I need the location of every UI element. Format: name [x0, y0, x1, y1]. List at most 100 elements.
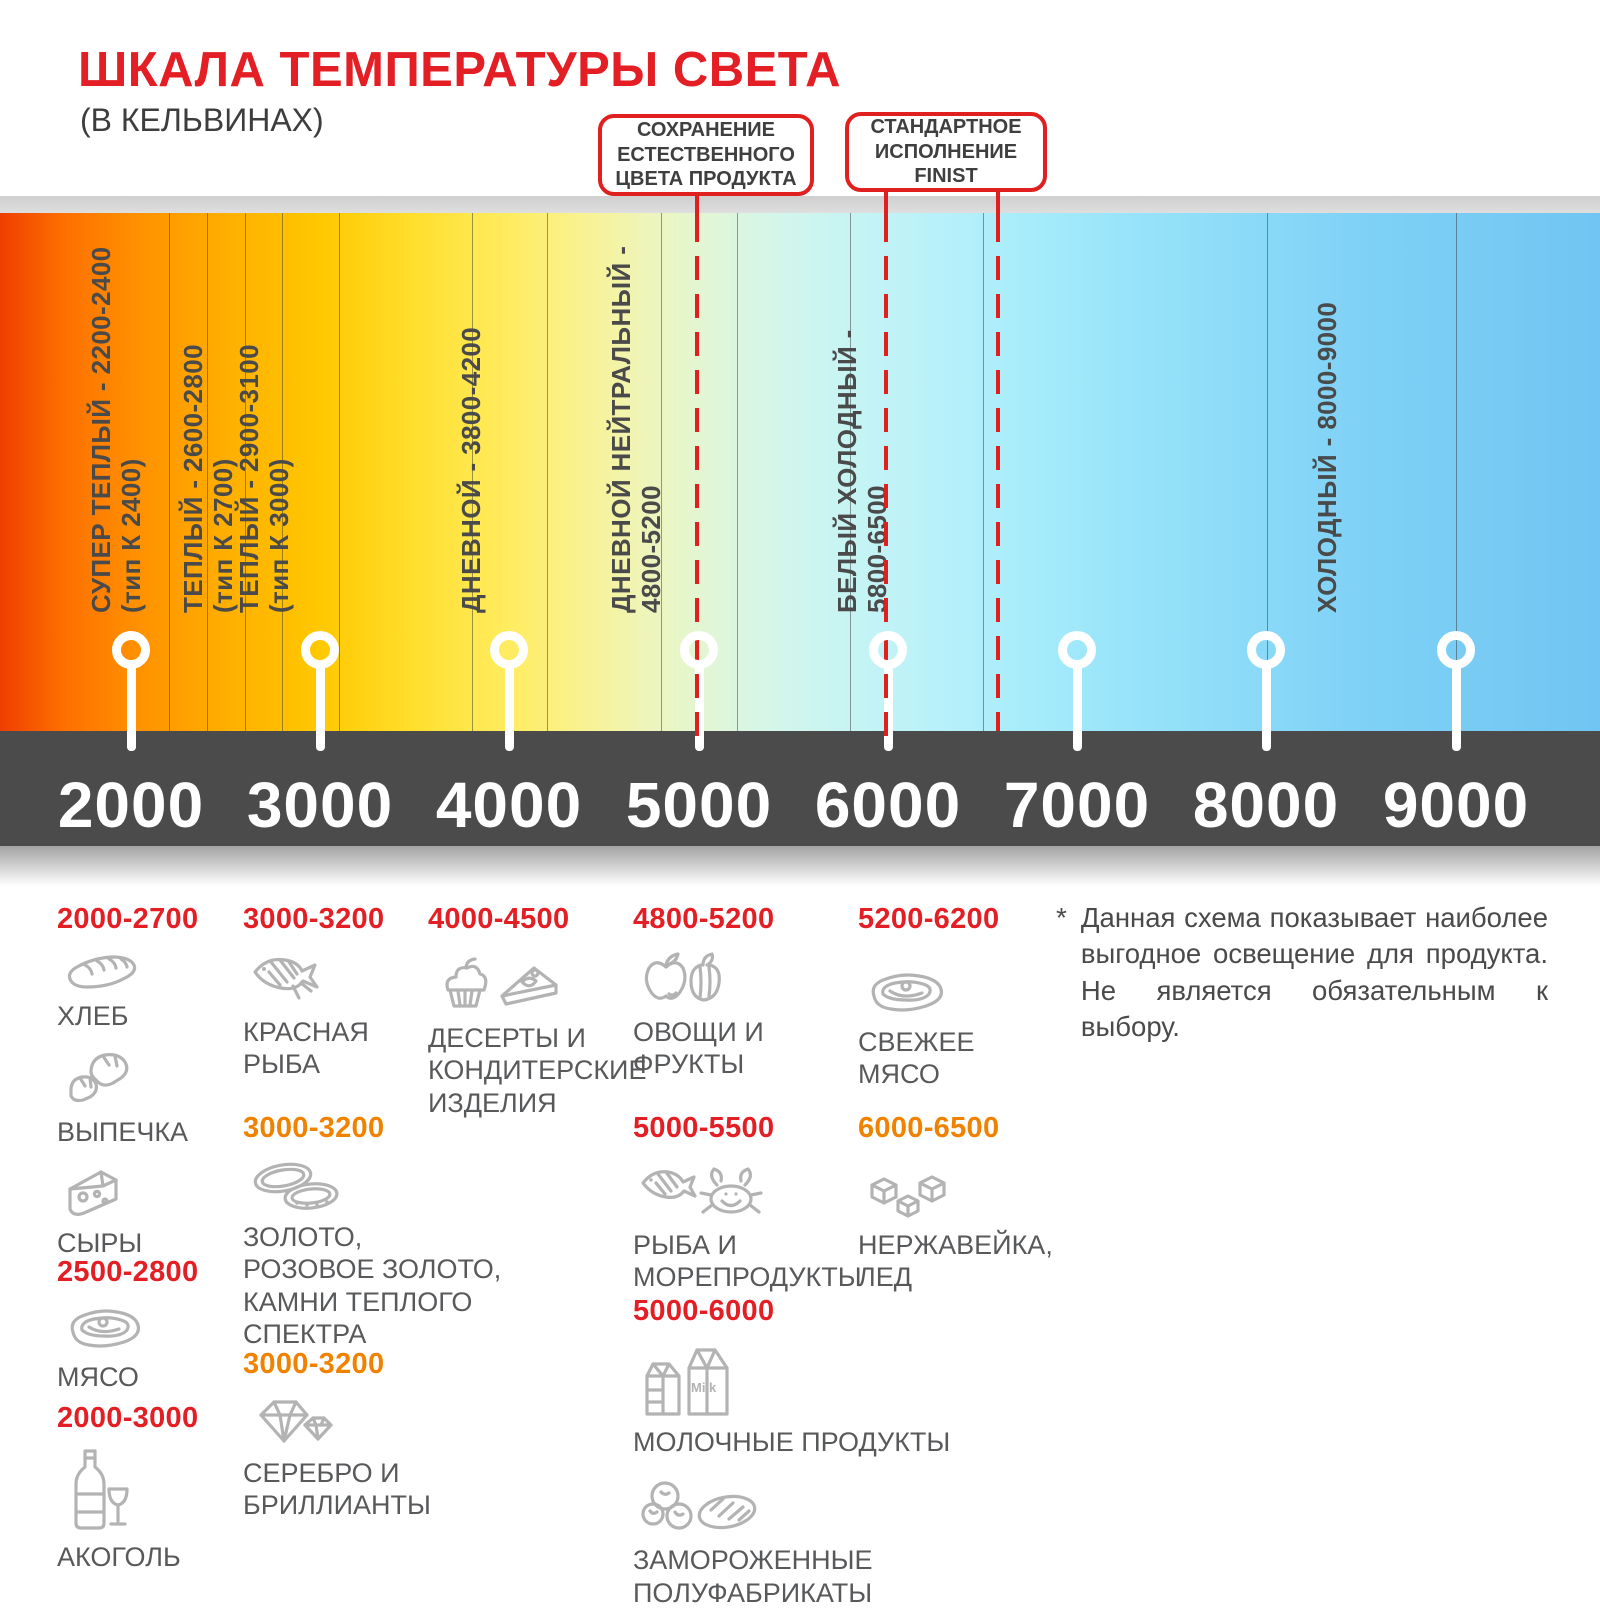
item-label: МОЛОЧНЫЕ ПРОДУКТЫ	[633, 1427, 951, 1457]
frozen-icon	[641, 1481, 757, 1530]
gridline-5200k	[737, 213, 738, 731]
footnote-text: Данная схема показывает наиболее выгодно…	[1080, 902, 1548, 1042]
item-label: СВЕЖЕЕ МЯСО	[858, 1027, 975, 1090]
group-6000-6500: 6000-6500 НЕРЖАВЕЙКА, ЛЕД	[858, 1112, 1053, 1308]
marker-stem-4000	[504, 663, 514, 751]
meat-icon	[70, 1309, 141, 1348]
kelvin-axis-bar	[0, 731, 1600, 846]
dashed-line-6500k	[996, 218, 1000, 731]
range-label: 6000-6500	[858, 1112, 1000, 1144]
gridline-9000k	[1456, 213, 1457, 731]
list-item: СЕРЕБРО И БРИЛЛИАНТЫ	[243, 1393, 431, 1522]
item-label: ОВОЩИ И ФРУКТЫ	[633, 1017, 764, 1080]
gridline-3800k	[472, 213, 473, 731]
header-divider-strip	[0, 196, 1600, 213]
marker-ring-8000	[1247, 631, 1285, 669]
marker-ring-6000	[869, 631, 907, 669]
range-label: 2000-3000	[57, 1402, 199, 1434]
group-2000-3000: 2000-3000 АКОГОЛЬ	[57, 1402, 198, 1587]
gold-rings-icon	[253, 1162, 339, 1210]
footnote-asterisk: *	[1056, 902, 1067, 933]
range-label: 4800-5200	[633, 903, 775, 935]
range-label: 3000-3200	[243, 903, 385, 935]
marker-stem-3000	[315, 663, 325, 751]
tick-8000: 8000	[1192, 769, 1340, 841]
desserts-icon	[445, 957, 558, 1008]
fresh-meat-icon	[871, 973, 944, 1012]
leader-finist-right	[996, 192, 1000, 218]
tick-9000: 9000	[1382, 769, 1530, 841]
marker-ring-9000	[1437, 631, 1475, 669]
gridline-5800k	[850, 213, 851, 731]
range-label: 5000-5500	[633, 1112, 775, 1144]
range-label: 2500-2800	[57, 1256, 199, 1288]
group-2000-2700: 2000-2700 ХЛЕБ ВЫПЕЧКА СЫРЫ	[57, 903, 198, 1273]
page-title: ШКАЛА ТЕМПЕРАТУРЫ СВЕТА	[78, 43, 842, 97]
group-4000-4500: 4000-4500 ДЕСЕРТЫ И КОНДИТЕРСКИЕ ИЗДЕЛИЯ	[428, 903, 646, 1133]
zone-label-warm-2700: ТЕПЛЫЙ - 2600-2800 (тип К 2700)	[178, 344, 238, 613]
gridline-2200k	[169, 213, 170, 731]
gridline-2800k	[282, 213, 283, 731]
tick-7000: 7000	[1003, 769, 1151, 841]
item-label: СЕРЕБРО И БРИЛЛИАНТЫ	[243, 1458, 431, 1521]
zone-label-daylight-neutral: ДНЕВНОЙ НЕЙТРАЛЬНЫЙ -4800-5200	[606, 245, 666, 613]
zone-label-cold: ХОЛОДНЫЙ - 8000-9000	[1312, 301, 1342, 613]
vegetables-icon	[644, 952, 721, 1002]
axis-bar-shadow	[0, 846, 1600, 886]
marker-stem-5000	[694, 663, 704, 751]
range-label: 2000-2700	[57, 903, 199, 935]
footnote: * Данная схема показывает наиболее выгод…	[1056, 900, 1548, 1045]
bread-icon	[67, 955, 137, 989]
range-label: 4000-4500	[428, 903, 570, 935]
list-item: СЫРЫ	[57, 1163, 198, 1259]
group-4800-5200: 4800-5200 ОВОЩИ И ФРУКТЫ	[633, 903, 774, 1095]
list-item: ДЕСЕРТЫ И КОНДИТЕРСКИЕ ИЗДЕЛИЯ	[428, 948, 646, 1119]
range-label: 3000-3200	[243, 1348, 385, 1380]
marker-ring-7000	[1058, 631, 1096, 669]
item-label: РЫБА И МОРЕПРОДУКТЫ	[633, 1230, 862, 1293]
item-label: ВЫПЕЧКА	[57, 1117, 189, 1148]
gridline-6500k	[983, 213, 984, 731]
gridline-4800k	[661, 213, 662, 731]
marker-stem-9000	[1451, 663, 1461, 751]
item-label: КРАСНАЯ РЫБА	[243, 1017, 369, 1080]
marker-stem-2000	[126, 663, 136, 751]
seafood-icon	[641, 1167, 763, 1214]
dairy-icon: Milk	[645, 1348, 729, 1416]
group-2500-2800: 2500-2800 МЯСО	[57, 1256, 198, 1407]
group-5000-5500: 5000-5500 РЫБА И МОРЕПРОДУКТЫ	[633, 1112, 862, 1308]
marker-ring-4000	[490, 631, 528, 669]
item-label: АКОГОЛЬ	[57, 1542, 181, 1572]
zone-label-warm-3000: ТЕПЛЫЙ - 2900-3100 (тип К 3000)	[234, 344, 294, 613]
zone-label-cold-white: БЕЛЫЙ ХОЛОДНЫЙ -5800-6500	[832, 329, 892, 613]
callout-finist-standard: СТАНДАРТНОЕ ИСПОЛНЕНИЕ FINIST	[845, 112, 1047, 192]
marker-stem-8000	[1261, 663, 1271, 751]
callout-finist-standard-text: СТАНДАРТНОЕ ИСПОЛНЕНИЕ FINIST	[870, 116, 1022, 188]
item-label: СЫРЫ	[57, 1227, 143, 1258]
list-item: КРАСНАЯ РЫБА	[243, 948, 384, 1081]
item-label: ДЕСЕРТЫ И КОНДИТЕРСКИЕ ИЗДЕЛИЯ	[428, 1023, 647, 1118]
group-3000-3200-gold: 3000-3200 ЗОЛОТО, РОЗОВОЕ ЗОЛОТО, КАМНИ …	[243, 1112, 501, 1365]
page-subtitle: (В КЕЛЬВИНАХ)	[80, 102, 324, 138]
cheese-icon	[68, 1170, 118, 1216]
milk-label: Milk	[691, 1380, 717, 1395]
item-label: МЯСО	[57, 1362, 139, 1392]
item-label: ХЛЕБ	[57, 1001, 129, 1031]
range-label: 5000-6000	[633, 1295, 775, 1327]
list-item: Milk МОЛОЧНЫЕ ПРОДУКТЫ	[633, 1340, 950, 1458]
list-item: ХЛЕБ	[57, 948, 198, 1032]
marker-ring-5000	[680, 631, 718, 669]
list-item: СВЕЖЕЕ МЯСО	[858, 964, 999, 1091]
diamonds-icon	[259, 1400, 333, 1443]
leader-natural-color	[695, 196, 699, 218]
range-label: 3000-3200	[243, 1112, 385, 1144]
zone-label-super-warm: СУПЕР ТЕПЛЫЙ - 2200-2400 (тип К 2400)	[86, 246, 146, 613]
list-item: ОВОЩИ И ФРУКТЫ	[633, 948, 774, 1081]
ice-icon	[870, 1175, 946, 1218]
item-label: ЗОЛОТО, РОЗОВОЕ ЗОЛОТО, КАМНИ ТЕПЛОГО СП…	[243, 1222, 502, 1350]
group-5200-6200: 5200-6200 СВЕЖЕЕ МЯСО	[858, 903, 999, 1105]
tick-5000: 5000	[625, 769, 773, 841]
list-item: РЫБА И МОРЕПРОДУКТЫ	[633, 1157, 862, 1294]
list-item: ЗОЛОТО, РОЗОВОЕ ЗОЛОТО, КАМНИ ТЕПЛОГО СП…	[243, 1157, 501, 1351]
range-label: 5200-6200	[858, 903, 1000, 935]
